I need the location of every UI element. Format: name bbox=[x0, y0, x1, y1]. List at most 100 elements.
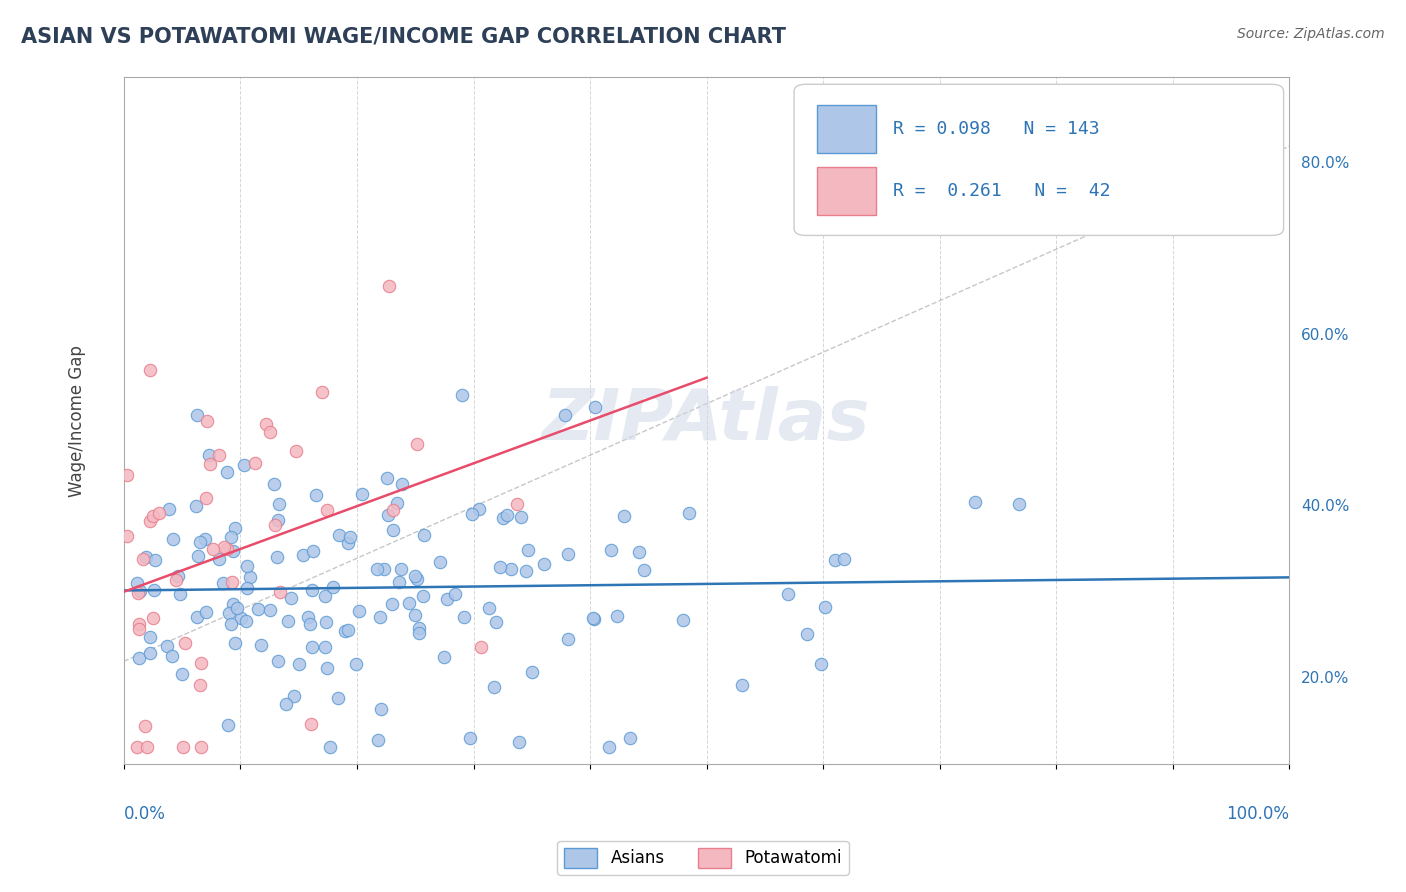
Asians bbox=[628, 545, 651, 559]
Asians bbox=[198, 448, 221, 462]
Potawatomi bbox=[378, 279, 401, 293]
Asians bbox=[598, 740, 620, 755]
Asians bbox=[672, 613, 695, 627]
Asians bbox=[613, 508, 636, 523]
Asians bbox=[533, 557, 555, 571]
Asians bbox=[139, 646, 162, 660]
Asians bbox=[235, 615, 257, 629]
Asians bbox=[186, 610, 208, 624]
Potawatomi bbox=[315, 503, 337, 517]
Asians bbox=[269, 497, 291, 511]
Asians bbox=[194, 605, 217, 619]
Asians bbox=[810, 657, 832, 671]
Asians bbox=[485, 615, 508, 629]
Asians bbox=[495, 508, 517, 522]
Potawatomi bbox=[132, 551, 155, 566]
FancyBboxPatch shape bbox=[794, 85, 1284, 235]
Asians bbox=[412, 528, 434, 542]
Asians bbox=[814, 600, 837, 615]
Asians bbox=[385, 495, 408, 509]
Potawatomi bbox=[311, 384, 333, 399]
Asians bbox=[557, 547, 579, 561]
Asians bbox=[274, 697, 297, 711]
Potawatomi bbox=[136, 740, 159, 755]
Asians bbox=[221, 544, 243, 558]
Text: ASIAN VS POTAWATOMI WAGE/INCOME GAP CORRELATION CHART: ASIAN VS POTAWATOMI WAGE/INCOME GAP CORR… bbox=[21, 27, 786, 46]
Asians bbox=[460, 731, 482, 745]
Asians bbox=[217, 718, 239, 732]
Potawatomi bbox=[299, 716, 322, 731]
Asians bbox=[319, 740, 342, 755]
Potawatomi bbox=[128, 623, 150, 637]
Asians bbox=[489, 560, 512, 574]
Asians bbox=[339, 530, 361, 544]
Asians bbox=[778, 587, 800, 601]
Asians bbox=[730, 678, 752, 692]
Bar bbox=[817, 167, 876, 215]
Asians bbox=[554, 409, 576, 423]
Asians bbox=[125, 575, 148, 590]
Text: 40.0%: 40.0% bbox=[1301, 500, 1350, 514]
Asians bbox=[172, 666, 194, 681]
Asians bbox=[388, 574, 411, 589]
Asians bbox=[135, 549, 157, 564]
Asians bbox=[492, 511, 515, 525]
Asians bbox=[267, 513, 290, 527]
Asians bbox=[344, 657, 367, 671]
Asians bbox=[482, 680, 505, 694]
Asians bbox=[305, 488, 328, 502]
Asians bbox=[215, 466, 238, 480]
Potawatomi bbox=[188, 678, 211, 692]
Asians bbox=[582, 612, 605, 626]
Asians bbox=[292, 548, 315, 562]
Potawatomi bbox=[128, 617, 150, 632]
Asians bbox=[599, 542, 621, 557]
Asians bbox=[404, 569, 426, 583]
Asians bbox=[298, 617, 321, 632]
Potawatomi bbox=[134, 719, 156, 733]
Asians bbox=[314, 590, 336, 604]
Asians bbox=[824, 553, 846, 567]
Potawatomi bbox=[115, 468, 138, 483]
Asians bbox=[333, 624, 356, 638]
Text: 60.0%: 60.0% bbox=[1301, 327, 1350, 343]
Asians bbox=[619, 731, 641, 746]
Asians bbox=[249, 638, 271, 652]
Asians bbox=[314, 640, 336, 655]
Potawatomi bbox=[172, 740, 194, 755]
Asians bbox=[433, 649, 456, 664]
Asians bbox=[501, 562, 523, 576]
Potawatomi bbox=[139, 363, 162, 377]
Asians bbox=[391, 477, 413, 491]
Potawatomi bbox=[506, 497, 529, 511]
Potawatomi bbox=[165, 573, 187, 587]
Asians bbox=[280, 591, 302, 605]
Asians bbox=[508, 735, 530, 749]
Asians bbox=[224, 636, 246, 650]
Asians bbox=[633, 563, 655, 577]
Asians bbox=[832, 551, 855, 566]
Asians bbox=[510, 509, 533, 524]
Asians bbox=[522, 665, 544, 680]
Potawatomi bbox=[200, 457, 222, 471]
Asians bbox=[138, 630, 160, 644]
Potawatomi bbox=[115, 529, 138, 543]
Asians bbox=[229, 611, 252, 625]
Asians bbox=[451, 388, 474, 402]
Asians bbox=[194, 532, 217, 546]
Asians bbox=[315, 615, 337, 629]
Asians bbox=[315, 661, 337, 675]
Asians bbox=[436, 592, 458, 607]
Legend: Asians, Potawatomi: Asians, Potawatomi bbox=[557, 841, 849, 875]
Asians bbox=[157, 502, 180, 516]
Potawatomi bbox=[215, 542, 238, 557]
Asians bbox=[477, 601, 499, 615]
Potawatomi bbox=[212, 541, 235, 555]
Asians bbox=[188, 534, 211, 549]
Asians bbox=[259, 603, 281, 617]
Asians bbox=[408, 621, 430, 635]
Asians bbox=[266, 550, 288, 565]
Potawatomi bbox=[470, 640, 492, 654]
Text: 20.0%: 20.0% bbox=[1301, 671, 1350, 686]
Potawatomi bbox=[127, 585, 149, 599]
